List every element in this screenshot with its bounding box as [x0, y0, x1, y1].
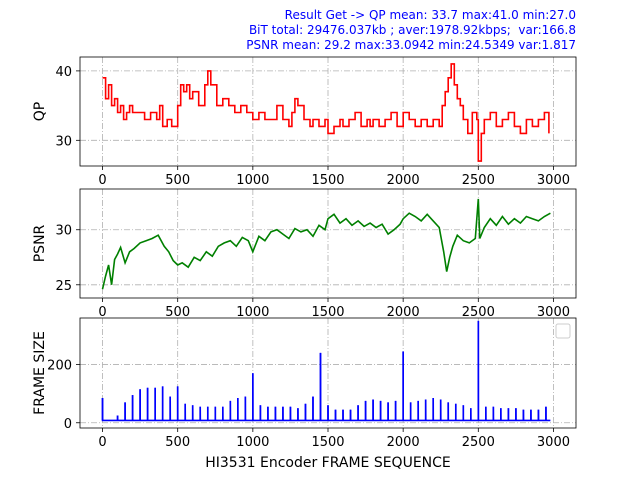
- frame-size-xtick-label: 0: [98, 435, 106, 450]
- qp-ylabel: QP: [32, 102, 48, 121]
- bitrate-stats-text: BiT total: 29476.037kb ; aver:1978.92kbp…: [248, 23, 576, 37]
- qp-xtick-label: 500: [165, 173, 190, 188]
- psnr-xtick-label: 2500: [462, 305, 495, 320]
- psnr-ylabel: PSNR: [32, 224, 48, 262]
- frame-size-xtick-label: 2500: [462, 435, 495, 450]
- psnr-xtick-label: 500: [165, 305, 190, 320]
- qp-chart: 0 500 1000 1500 2000 2500 3000 30 40 QP: [32, 56, 577, 188]
- frame-size-ytick-label: 200: [47, 359, 72, 374]
- frame-size-xtick-label: 3000: [537, 435, 570, 450]
- frame-size-xtick-label: 2000: [387, 435, 420, 450]
- qp-stats-text: Result Get -> QP mean: 33.7 max:41.0 min…: [284, 8, 576, 22]
- psnr-xtick-label: 3000: [537, 305, 570, 320]
- psnr-xtick-label: 1500: [311, 305, 344, 320]
- qp-xtick-label: 1500: [311, 173, 344, 188]
- qp-ytick-label: 40: [55, 65, 72, 80]
- stats-header: Result Get -> QP mean: 33.7 max:41.0 min…: [246, 8, 576, 53]
- qp-xtick-label: 0: [98, 173, 106, 188]
- qp-xtick-label: 1000: [236, 173, 269, 188]
- psnr-ytick-label: 25: [55, 279, 72, 294]
- psnr-xtick-label: 2000: [387, 305, 420, 320]
- qp-xtick-label: 2000: [387, 173, 420, 188]
- legend-box: [555, 323, 571, 339]
- frame-size-xlabel: HI3531 Encoder FRAME SEQUENCE: [205, 455, 451, 471]
- psnr-series-line: [101, 198, 551, 290]
- frame-size-ylabel: FRAME SIZE: [32, 331, 48, 415]
- psnr-stats-text: PSNR mean: 29.2 max:33.0942 min:24.5349 …: [246, 38, 576, 52]
- frame-size-xtick-label: 1500: [311, 435, 344, 450]
- psnr-chart: 0 500 1000 1500 2000 2500 3000 25 30 PSNR: [32, 188, 577, 320]
- frame-size-xtick-label: 1000: [236, 435, 269, 450]
- psnr-ytick-label: 30: [55, 224, 72, 239]
- frame-size-xtick-label: 500: [165, 435, 190, 450]
- frame-size-ytick-label: 0: [64, 417, 72, 432]
- qp-series-line: [102, 63, 550, 162]
- qp-ytick-label: 30: [55, 134, 72, 149]
- qp-xtick-label: 2500: [462, 173, 495, 188]
- psnr-xtick-label: 1000: [236, 305, 269, 320]
- psnr-xtick-label: 0: [98, 305, 106, 320]
- qp-xtick-label: 3000: [537, 173, 570, 188]
